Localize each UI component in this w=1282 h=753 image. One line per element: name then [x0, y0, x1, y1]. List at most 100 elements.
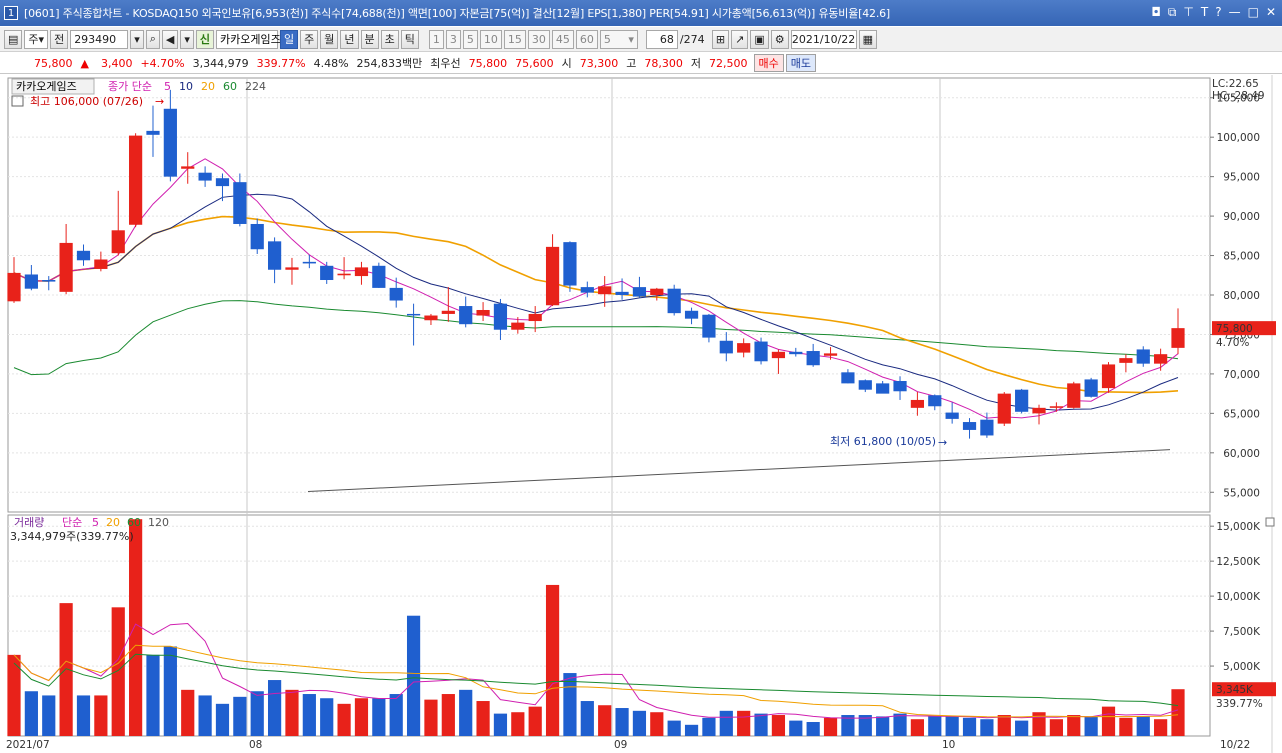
- volume-bar[interactable]: [406, 615, 421, 736]
- candle-body[interactable]: [1154, 354, 1168, 364]
- tab-period-week[interactable]: 주: [300, 29, 319, 49]
- candle-body[interactable]: [1101, 364, 1116, 389]
- candle-body[interactable]: [1032, 407, 1046, 414]
- candle-body[interactable]: [233, 182, 247, 224]
- candle-body[interactable]: [320, 265, 334, 281]
- buy-button[interactable]: 매수: [753, 54, 784, 72]
- chart-svg[interactable]: 105,000 100,000 95,000 90,000 85,000 80,000 75…: [0, 75, 1282, 753]
- volume-bar[interactable]: [1015, 720, 1029, 736]
- pin-icon[interactable]: ◘: [1151, 5, 1161, 19]
- candle-body[interactable]: [615, 291, 629, 295]
- volume-bar[interactable]: [702, 717, 716, 736]
- table-icon[interactable]: [11, 95, 24, 107]
- candle-body[interactable]: [42, 280, 56, 282]
- candle-body[interactable]: [163, 108, 177, 177]
- volume-bar[interactable]: [215, 703, 230, 736]
- interval-15[interactable]: 15: [503, 29, 526, 49]
- candle-body[interactable]: [771, 351, 786, 359]
- candle-body[interactable]: [598, 286, 612, 295]
- volume-bar[interactable]: [545, 584, 560, 736]
- candle-body[interactable]: [876, 383, 890, 394]
- options-button[interactable]: ▾: [180, 29, 194, 49]
- candle-body[interactable]: [528, 313, 542, 322]
- tab-period-second[interactable]: 초: [380, 29, 399, 49]
- candle-body[interactable]: [632, 287, 647, 297]
- candle-body[interactable]: [389, 287, 403, 301]
- volume-bar[interactable]: [24, 691, 38, 736]
- volume-bar[interactable]: [823, 717, 838, 736]
- dropdown-button[interactable]: ▾: [130, 29, 144, 49]
- grid-icon[interactable]: ⊞: [711, 29, 730, 49]
- volume-bar[interactable]: [146, 654, 160, 736]
- volume-bar[interactable]: [1136, 716, 1150, 736]
- volume-bar[interactable]: [945, 716, 959, 736]
- volume-bar[interactable]: [684, 724, 699, 736]
- candle-body[interactable]: [424, 315, 438, 321]
- candle-body[interactable]: [198, 172, 212, 181]
- minimize-icon[interactable]: —: [1228, 5, 1241, 19]
- volume-bar[interactable]: [719, 710, 733, 736]
- volume-bar[interactable]: [76, 695, 91, 736]
- candle-body[interactable]: [76, 250, 91, 261]
- panel-close-icon[interactable]: [1265, 517, 1275, 527]
- top-icon[interactable]: ⊤: [1183, 5, 1194, 19]
- candle-body[interactable]: [24, 274, 38, 289]
- volume-bar[interactable]: [563, 673, 577, 736]
- candle-body[interactable]: [476, 309, 490, 316]
- tab-period-year[interactable]: 년: [340, 29, 359, 49]
- volume-bar[interactable]: [580, 701, 594, 736]
- volume-bar[interactable]: [650, 712, 664, 736]
- tab-period-tick[interactable]: 틱: [400, 29, 419, 49]
- period-select[interactable]: 주 ▾: [24, 29, 49, 49]
- candle-body[interactable]: [406, 313, 421, 316]
- volume-bar[interactable]: [372, 698, 386, 736]
- candle-body[interactable]: [928, 395, 942, 407]
- candle-body[interactable]: [684, 310, 699, 319]
- candle-body[interactable]: [893, 381, 907, 392]
- candle-body[interactable]: [337, 273, 351, 276]
- candle-body[interactable]: [285, 267, 299, 270]
- candle-body[interactable]: [997, 393, 1011, 424]
- interval-5[interactable]: 5: [462, 29, 478, 49]
- candle-body[interactable]: [545, 246, 560, 306]
- candle-body[interactable]: [215, 178, 230, 187]
- volume-bar[interactable]: [910, 719, 925, 736]
- volume-bar[interactable]: [354, 698, 369, 736]
- interval-45[interactable]: 45: [551, 29, 574, 49]
- candle-body[interactable]: [910, 399, 925, 408]
- volume-bar[interactable]: [737, 710, 751, 736]
- interval-30[interactable]: 30: [527, 29, 550, 49]
- volume-bar[interactable]: [667, 720, 681, 736]
- volume-bar[interactable]: [111, 607, 125, 736]
- tab-period-month[interactable]: 월: [320, 29, 339, 49]
- stock-code-input[interactable]: 293490: [70, 29, 129, 49]
- volume-bar[interactable]: [233, 696, 247, 736]
- volume-bar[interactable]: [476, 701, 490, 736]
- volume-bar[interactable]: [1101, 706, 1116, 736]
- candle-body[interactable]: [737, 343, 751, 353]
- volume-bar[interactable]: [632, 710, 647, 736]
- volume-bar[interactable]: [493, 713, 508, 736]
- gear-icon[interactable]: ⚙: [770, 29, 789, 49]
- candle-body[interactable]: [719, 340, 733, 354]
- volume-bar[interactable]: [1049, 719, 1063, 736]
- volume-bar[interactable]: [893, 713, 907, 736]
- candle-body[interactable]: [1119, 358, 1133, 363]
- candle-body[interactable]: [1084, 379, 1098, 397]
- draw-line-icon[interactable]: ↗: [731, 29, 749, 49]
- volume-bar[interactable]: [1084, 716, 1098, 736]
- candle-body[interactable]: [459, 306, 473, 325]
- volume-bar[interactable]: [980, 719, 994, 736]
- candle-body[interactable]: [945, 412, 959, 419]
- chart-area[interactable]: 105,000 100,000 95,000 90,000 85,000 80,000 75…: [0, 75, 1282, 753]
- volume-bar[interactable]: [7, 654, 21, 736]
- candle-body[interactable]: [754, 341, 768, 362]
- speaker-icon[interactable]: ◀: [161, 29, 179, 49]
- date-input[interactable]: 2021/10/22: [790, 29, 857, 49]
- close-icon[interactable]: ✕: [1265, 5, 1276, 19]
- help-icon[interactable]: ?: [1215, 5, 1222, 19]
- candle-body[interactable]: [580, 287, 594, 293]
- volume-bar[interactable]: [806, 722, 820, 736]
- text-icon[interactable]: T: [1200, 5, 1209, 19]
- volume-bar[interactable]: [320, 698, 334, 736]
